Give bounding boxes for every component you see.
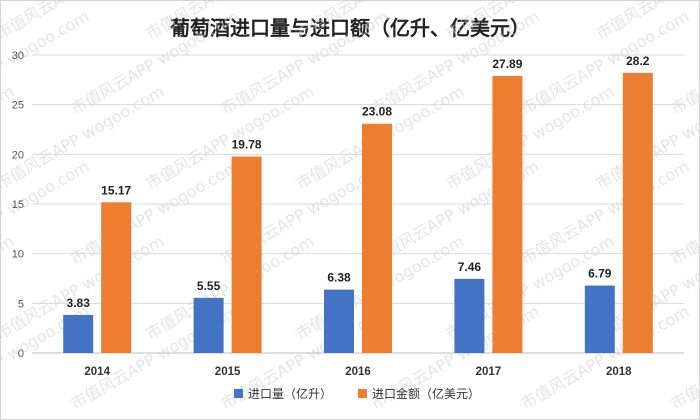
x-category-label: 2017: [476, 366, 502, 378]
data-label: 6.38: [327, 271, 351, 285]
legend-label: 进口金额（亿美元）: [372, 386, 480, 401]
y-axis-ticks: 0 5 10 15 20 25 30: [12, 50, 24, 360]
y-tick-label: 10: [12, 249, 24, 261]
bar-2016-s1: [362, 123, 392, 353]
x-category-label: 2018: [606, 366, 632, 378]
data-label: 23.08: [362, 105, 392, 119]
x-axis-categories: 2014 2015 2016 2017 2018: [84, 366, 632, 378]
data-label: 5.55: [197, 279, 221, 293]
y-tick-label: 25: [12, 100, 24, 112]
data-label: 3.83: [67, 296, 91, 310]
bar-2015-s1: [231, 156, 262, 353]
bar-2014-s1: [101, 202, 132, 353]
y-tick-label: 15: [12, 199, 24, 211]
legend: 进口量（亿升） 进口金额（亿美元）: [234, 386, 480, 401]
x-category-label: 2016: [345, 366, 371, 378]
bar-2018-s0: [584, 285, 615, 353]
legend-swatch: [234, 389, 243, 398]
bar-2015-s0: [193, 297, 224, 353]
data-label: 15.17: [101, 183, 131, 197]
legend-swatch: [358, 389, 368, 398]
bar-2016-s0: [324, 289, 354, 353]
data-label: 6.79: [588, 267, 612, 281]
y-tick-label: 0: [18, 348, 24, 360]
gridlines: [32, 54, 684, 354]
bar-2017-s0: [454, 278, 485, 353]
bars: [63, 72, 653, 353]
x-category-label: 2015: [215, 366, 241, 378]
data-label: 27.89: [492, 57, 522, 71]
bar-2018-s1: [622, 72, 653, 353]
data-label: 19.78: [232, 138, 262, 152]
y-tick-label: 5: [18, 298, 24, 310]
x-category-label: 2014: [84, 366, 110, 378]
data-label: 28.2: [626, 54, 650, 68]
y-tick-label: 30: [12, 50, 24, 62]
legend-label: 进口量（亿升）: [248, 386, 332, 401]
data-labels: 3.83 15.17 5.55 19.78 6.38 23.08 7.46 27.89 6.79…: [67, 54, 650, 310]
chart-title: 葡萄酒进口量与进口额（亿升、亿美元）: [170, 16, 530, 40]
bar-2014-s0: [63, 314, 94, 353]
bar-2017-s1: [492, 75, 523, 353]
y-tick-label: 20: [12, 149, 24, 161]
data-label: 7.46: [458, 260, 482, 274]
